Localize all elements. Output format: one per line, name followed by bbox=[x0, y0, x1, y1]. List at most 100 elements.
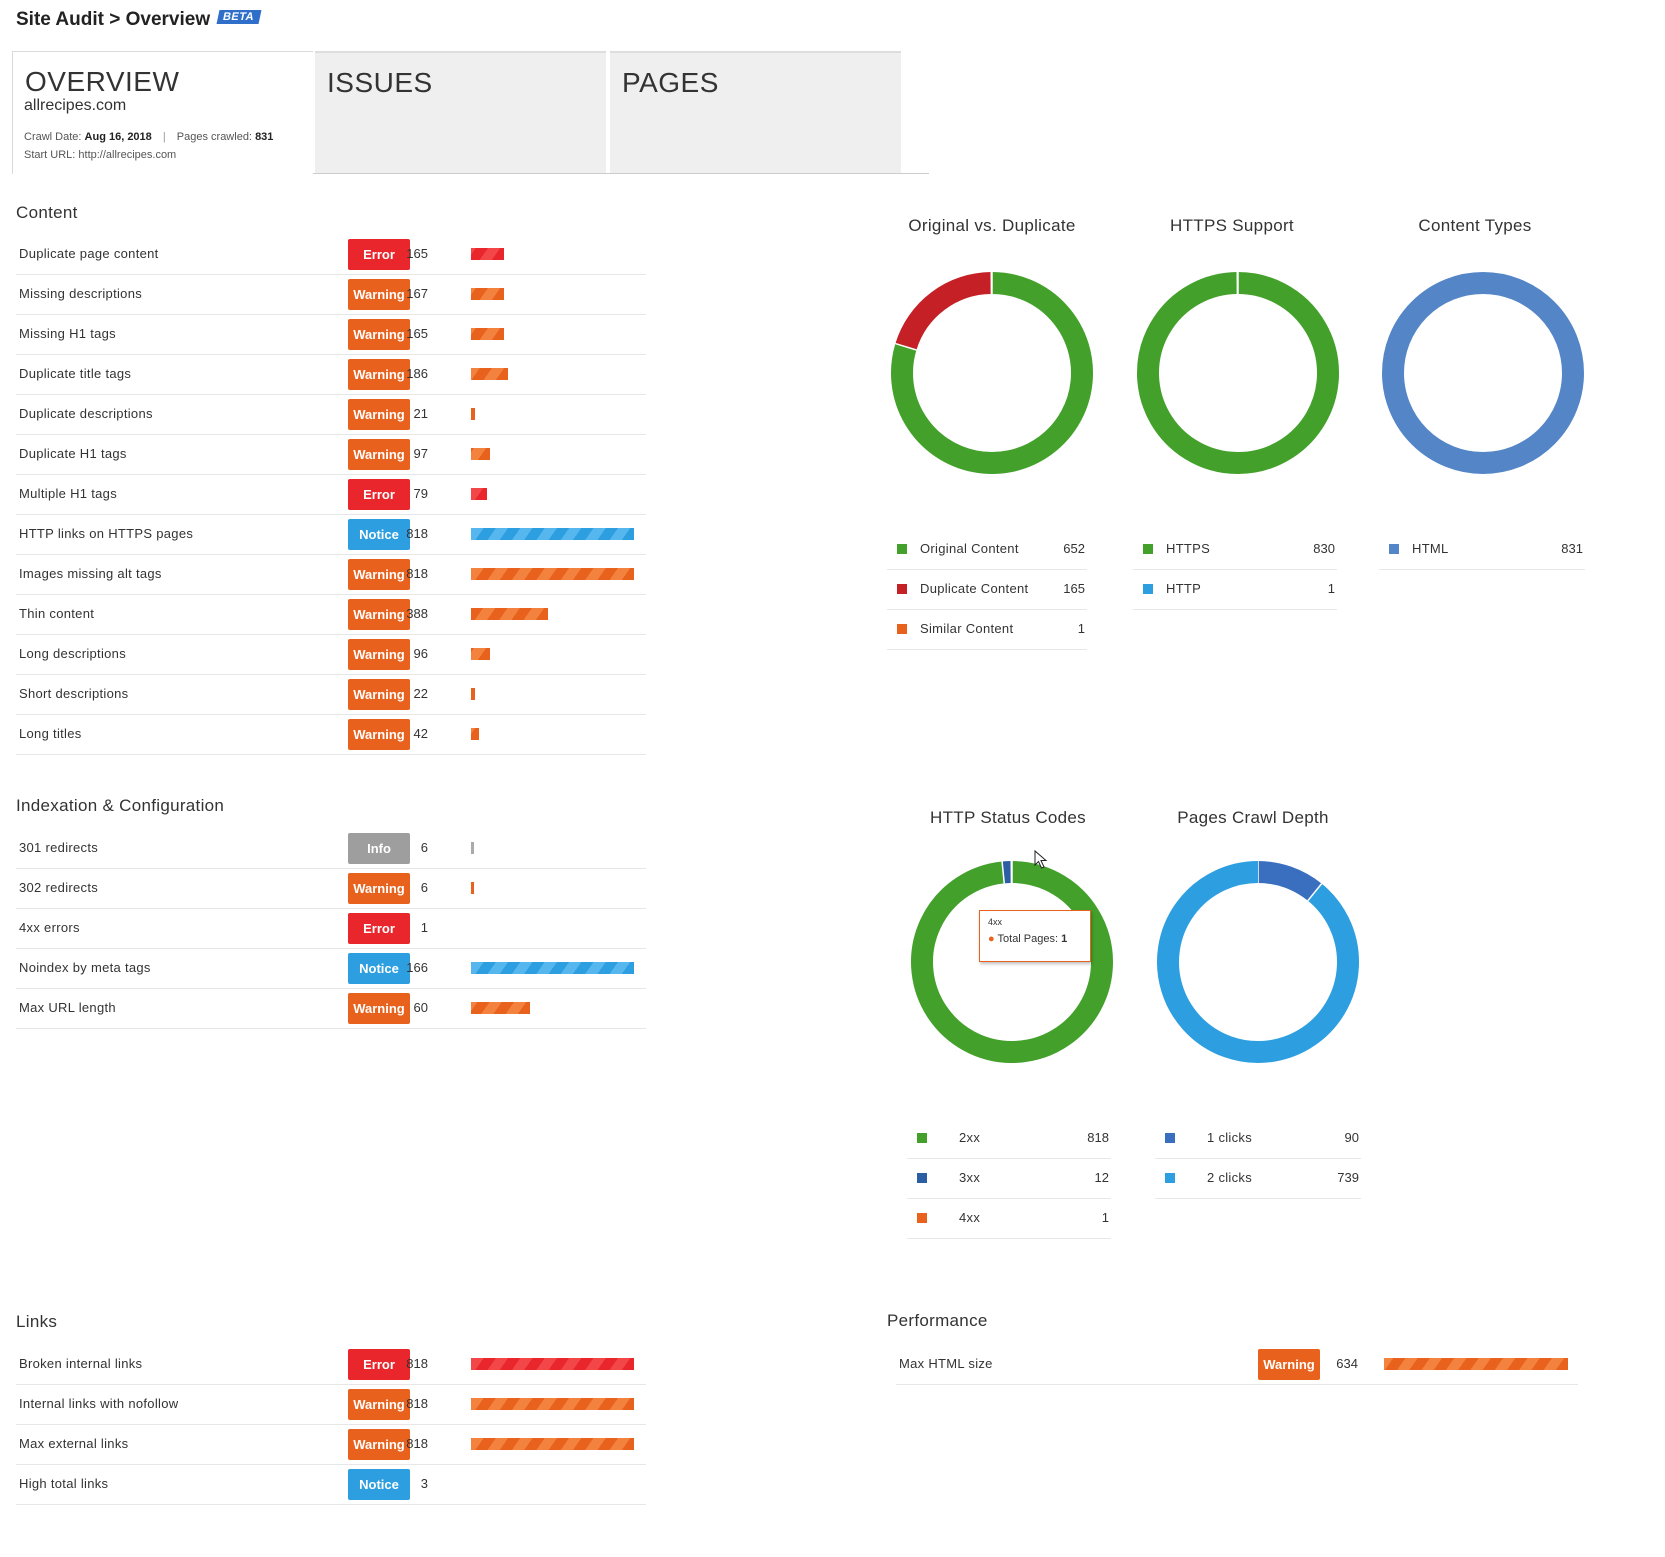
issue-row[interactable]: Missing descriptions Warning 167 bbox=[16, 274, 646, 315]
donut-chart-https-support[interactable] bbox=[1126, 261, 1350, 485]
severity-badge[interactable]: Warning bbox=[348, 279, 410, 310]
issue-label[interactable]: Noindex by meta tags bbox=[19, 960, 151, 975]
tab-issues[interactable]: ISSUES bbox=[315, 51, 606, 174]
tab-overview[interactable]: OVERVIEW allrecipes.com Crawl Date: Aug … bbox=[12, 51, 313, 174]
severity-badge[interactable]: Warning bbox=[348, 993, 410, 1024]
issue-row[interactable]: 4xx errors Error 1 bbox=[16, 908, 646, 949]
issue-label[interactable]: Missing H1 tags bbox=[19, 326, 116, 341]
severity-badge[interactable]: Warning bbox=[348, 1389, 410, 1420]
issue-label[interactable]: Duplicate page content bbox=[19, 246, 159, 261]
tab-overview-label: OVERVIEW bbox=[25, 66, 180, 97]
donut-chart-crawl-depth[interactable] bbox=[1146, 850, 1370, 1074]
tab-pages[interactable]: PAGES bbox=[610, 51, 901, 174]
issue-label[interactable]: Duplicate H1 tags bbox=[19, 446, 127, 461]
issue-label[interactable]: Images missing alt tags bbox=[19, 566, 162, 581]
beta-badge: BETA bbox=[216, 10, 262, 24]
issue-label[interactable]: Max URL length bbox=[19, 1000, 116, 1015]
issue-label[interactable]: Duplicate descriptions bbox=[19, 406, 153, 421]
donut-segment-html[interactable] bbox=[1382, 272, 1584, 474]
issue-row[interactable]: Duplicate H1 tags Warning 97 bbox=[16, 434, 646, 475]
severity-badge[interactable]: Error bbox=[348, 239, 410, 270]
issue-label[interactable]: Max external links bbox=[19, 1436, 129, 1451]
severity-badge[interactable]: Notice bbox=[348, 519, 410, 550]
issue-row[interactable]: Duplicate descriptions Warning 21 bbox=[16, 394, 646, 435]
donut-segment-2-clicks[interactable] bbox=[1157, 861, 1359, 1063]
issue-bar bbox=[1384, 1358, 1568, 1370]
severity-badge[interactable]: Error bbox=[348, 1349, 410, 1380]
issue-label[interactable]: 4xx errors bbox=[19, 920, 80, 935]
severity-badge[interactable]: Notice bbox=[348, 1469, 410, 1500]
issue-row[interactable]: High total links Notice 3 bbox=[16, 1464, 646, 1505]
chart-title-crawl-depth: Pages Crawl Depth bbox=[1177, 808, 1329, 827]
issue-row[interactable]: Multiple H1 tags Error 79 bbox=[16, 474, 646, 515]
tooltip-value: 1 bbox=[1061, 933, 1068, 945]
issue-label[interactable]: 302 redirects bbox=[19, 880, 99, 895]
issue-row[interactable]: Max external links Warning 818 bbox=[16, 1424, 646, 1465]
tooltip-body: ● Total Pages: 1 bbox=[988, 933, 1067, 945]
issue-label[interactable]: Missing descriptions bbox=[19, 286, 143, 301]
crawl-date-label: Crawl Date: bbox=[24, 131, 82, 143]
issue-label[interactable]: Multiple H1 tags bbox=[19, 486, 118, 501]
issue-row[interactable]: Thin content Warning 388 bbox=[16, 594, 646, 635]
severity-badge[interactable]: Warning bbox=[348, 719, 410, 750]
issue-row[interactable]: Internal links with nofollow Warning 818 bbox=[16, 1384, 646, 1425]
legend-label: 2xx bbox=[959, 1130, 981, 1145]
legend-value: 652 bbox=[1063, 541, 1085, 556]
donut-segment-https[interactable] bbox=[1137, 272, 1339, 474]
issue-row[interactable]: Missing H1 tags Warning 165 bbox=[16, 314, 646, 355]
severity-badge[interactable]: Warning bbox=[348, 319, 410, 350]
issue-label[interactable]: HTTP links on HTTPS pages bbox=[19, 526, 194, 541]
separator: | bbox=[162, 131, 166, 143]
issue-row[interactable]: Duplicate page content Error 165 bbox=[16, 234, 646, 275]
issue-row[interactable]: Broken internal links Error 818 bbox=[16, 1344, 646, 1385]
issue-label[interactable]: Max HTML size bbox=[899, 1356, 993, 1371]
issue-row[interactable]: Short descriptions Warning 22 bbox=[16, 674, 646, 715]
donut-chart-http-status[interactable] bbox=[900, 850, 1124, 1074]
issue-label[interactable]: High total links bbox=[19, 1476, 109, 1491]
issue-row[interactable]: HTTP links on HTTPS pages Notice 818 bbox=[16, 514, 646, 555]
issue-label[interactable]: Long titles bbox=[19, 726, 82, 741]
severity-badge[interactable]: Error bbox=[348, 479, 410, 510]
legend-item: Duplicate Content 165 bbox=[887, 569, 1087, 610]
legend-value: 1 bbox=[1327, 581, 1335, 596]
issue-row[interactable]: Duplicate title tags Warning 186 bbox=[16, 354, 646, 395]
severity-badge[interactable]: Warning bbox=[348, 1429, 410, 1460]
donut-segment-duplicate-content[interactable] bbox=[895, 272, 992, 351]
issue-row[interactable]: Max URL length Warning 60 bbox=[16, 988, 646, 1029]
donut-chart-original-duplicate[interactable] bbox=[880, 261, 1104, 485]
issue-label[interactable]: Internal links with nofollow bbox=[19, 1396, 179, 1411]
severity-badge[interactable]: Warning bbox=[1258, 1349, 1320, 1380]
issue-row[interactable]: Images missing alt tags Warning 818 bbox=[16, 554, 646, 595]
severity-badge[interactable]: Error bbox=[348, 913, 410, 944]
issue-bar bbox=[471, 328, 504, 340]
issue-row[interactable]: Max HTML size Warning 634 bbox=[896, 1344, 1578, 1385]
donut-separator bbox=[1001, 861, 1005, 884]
severity-badge[interactable]: Warning bbox=[348, 399, 410, 430]
issue-row[interactable]: Long descriptions Warning 96 bbox=[16, 634, 646, 675]
severity-badge[interactable]: Warning bbox=[348, 599, 410, 630]
issue-label[interactable]: Thin content bbox=[19, 606, 95, 621]
issue-label[interactable]: Short descriptions bbox=[19, 686, 129, 701]
severity-badge[interactable]: Info bbox=[348, 833, 410, 864]
severity-badge[interactable]: Notice bbox=[348, 953, 410, 984]
donut-segment-1-clicks[interactable] bbox=[1257, 861, 1322, 901]
issue-row[interactable]: 302 redirects Warning 6 bbox=[16, 868, 646, 909]
issue-row[interactable]: Noindex by meta tags Notice 166 bbox=[16, 948, 646, 989]
severity-badge[interactable]: Warning bbox=[348, 559, 410, 590]
issue-row[interactable]: 301 redirects Info 6 bbox=[16, 828, 646, 869]
issue-row[interactable]: Long titles Warning 42 bbox=[16, 714, 646, 755]
severity-badge[interactable]: Warning bbox=[348, 679, 410, 710]
donut-segment-2xx[interactable] bbox=[911, 861, 1113, 1063]
issue-bar bbox=[471, 408, 475, 420]
issue-label[interactable]: 301 redirects bbox=[19, 840, 99, 855]
donut-chart-content-types[interactable] bbox=[1371, 261, 1595, 485]
severity-badge[interactable]: Warning bbox=[348, 873, 410, 904]
legend-label: Similar Content bbox=[920, 621, 1014, 636]
severity-badge[interactable]: Warning bbox=[348, 359, 410, 390]
severity-badge[interactable]: Warning bbox=[348, 439, 410, 470]
issue-label[interactable]: Long descriptions bbox=[19, 646, 126, 661]
severity-badge[interactable]: Warning bbox=[348, 639, 410, 670]
donut-segment-original-content[interactable] bbox=[891, 272, 1093, 474]
issue-label[interactable]: Duplicate title tags bbox=[19, 366, 132, 381]
issue-label[interactable]: Broken internal links bbox=[19, 1356, 143, 1371]
